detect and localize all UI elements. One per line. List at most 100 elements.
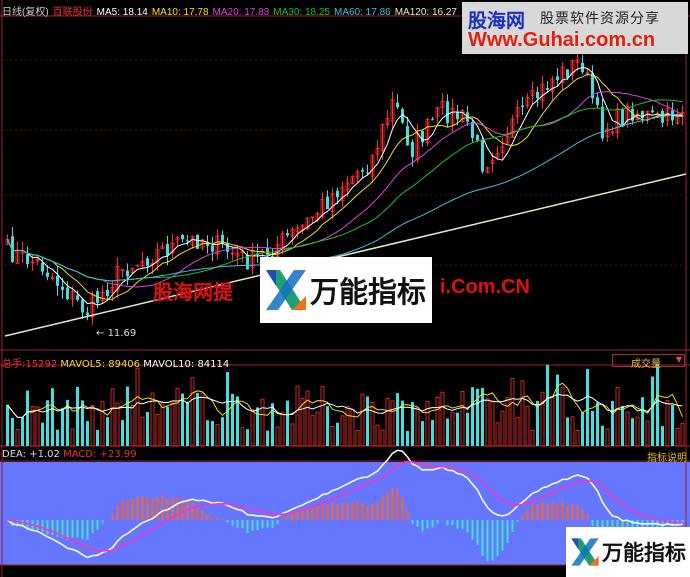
volume-bar — [326, 406, 329, 446]
volume-bar — [280, 412, 285, 447]
candle-body — [221, 234, 224, 244]
candle-body — [46, 272, 49, 277]
volume-bar — [146, 411, 149, 446]
volume-bar — [211, 421, 214, 446]
volume-bar — [360, 393, 365, 447]
volume-bar — [246, 429, 249, 446]
candle-body — [366, 172, 369, 174]
brand-watermark-center: 万能指标 — [260, 257, 432, 323]
candle-body — [130, 268, 135, 274]
volume-bar — [525, 405, 530, 447]
candle-body — [336, 190, 339, 198]
volume-bar — [560, 387, 565, 447]
candle-body — [226, 243, 229, 252]
volume-bar — [440, 391, 445, 447]
volume-bar — [431, 419, 434, 446]
volume-bar — [160, 402, 165, 447]
candle-body — [490, 160, 495, 165]
candle-body — [440, 100, 445, 108]
macd-legend: DEA: +1.02 MACD: +23.99 — [2, 449, 137, 460]
candle-body — [355, 171, 360, 178]
volume-bar — [350, 409, 355, 447]
volume-bar — [135, 367, 140, 447]
candle-body — [540, 83, 545, 102]
volume-bar — [500, 410, 505, 447]
volume-bar — [456, 412, 459, 446]
volume-bar — [6, 404, 9, 446]
candle-body — [601, 106, 604, 139]
volume-bar — [471, 387, 474, 446]
candle-body — [106, 289, 109, 297]
candle-body — [471, 122, 474, 138]
volume-bar — [425, 401, 430, 447]
candle-body — [11, 236, 14, 262]
candle-body — [250, 251, 255, 269]
volume-bar — [550, 396, 555, 447]
candle-body — [431, 119, 434, 121]
candle-body — [246, 254, 249, 270]
volume-bar — [290, 423, 295, 447]
brand-text: 万能指标 — [602, 541, 686, 565]
volume-bar — [661, 426, 664, 446]
volume-bar — [411, 401, 414, 446]
candle-body — [401, 109, 404, 123]
dea-line — [7, 460, 683, 552]
volume-bar — [81, 400, 84, 446]
indicator-select[interactable]: 成交量 ▼ — [612, 354, 685, 370]
total-volume-value: 15292 — [25, 359, 58, 370]
candle-body — [305, 217, 310, 230]
candle-body — [536, 91, 539, 99]
volume-bar — [490, 401, 495, 447]
low-price-value: 11.69 — [107, 328, 137, 339]
volume-bar — [256, 407, 259, 446]
ma120-value: MA120: 16.27 — [394, 7, 457, 18]
candle-body — [320, 199, 325, 218]
candle-body — [235, 253, 240, 257]
period-label: 日线(复权) — [2, 7, 49, 18]
candle-body — [610, 131, 615, 134]
volume-bar — [121, 420, 124, 446]
volume-bar — [155, 413, 160, 447]
candle-body — [115, 266, 120, 292]
candle-body — [450, 107, 455, 125]
volume-bar — [641, 397, 644, 446]
volume-bar — [546, 364, 549, 446]
candle-body — [90, 294, 95, 318]
total-volume-label: 总手: — [2, 359, 26, 370]
volume-bar — [310, 415, 315, 447]
candle-body — [615, 108, 620, 134]
volume-bar — [366, 396, 369, 446]
ma30-value: MA30: 18.25 — [273, 7, 330, 18]
brand-logo-icon — [266, 270, 306, 310]
candle-body — [446, 101, 449, 124]
candle-body — [81, 299, 84, 313]
mavol10-value: MAVOL10: 84114 — [143, 359, 230, 370]
ma60-value: MA60: 17.86 — [333, 7, 391, 18]
volume-bar — [110, 388, 115, 447]
volume-bar — [51, 388, 54, 446]
indicator-help-button[interactable]: 指标说明 — [647, 453, 687, 464]
volume-bar — [286, 400, 289, 446]
candle-body — [575, 59, 580, 64]
volume-bar — [300, 398, 305, 447]
candle-body — [585, 72, 590, 75]
volume-bar — [320, 386, 325, 447]
volume-bar — [30, 405, 35, 447]
low-price-label: ← 11.69 — [96, 328, 137, 339]
ma10-line — [7, 73, 683, 300]
volume-bar — [41, 422, 44, 446]
volume-bar — [396, 393, 399, 446]
mavol10-line — [7, 393, 683, 418]
volume-bar — [260, 398, 265, 447]
candle-body — [100, 291, 105, 301]
volume-bar — [435, 396, 440, 447]
guhai-logo: 股海网 — [468, 10, 526, 32]
candle-body — [340, 186, 345, 202]
volume-legend: 总手:15292 MAVOL5: 89406 MAVOL10: 84114 — [2, 355, 229, 370]
volume-bar — [406, 430, 409, 446]
volume-bar — [680, 423, 685, 447]
volume-bar — [510, 378, 515, 447]
candle-body — [411, 141, 414, 157]
guhai-url: Www.Guhai.com.cn — [468, 29, 656, 51]
